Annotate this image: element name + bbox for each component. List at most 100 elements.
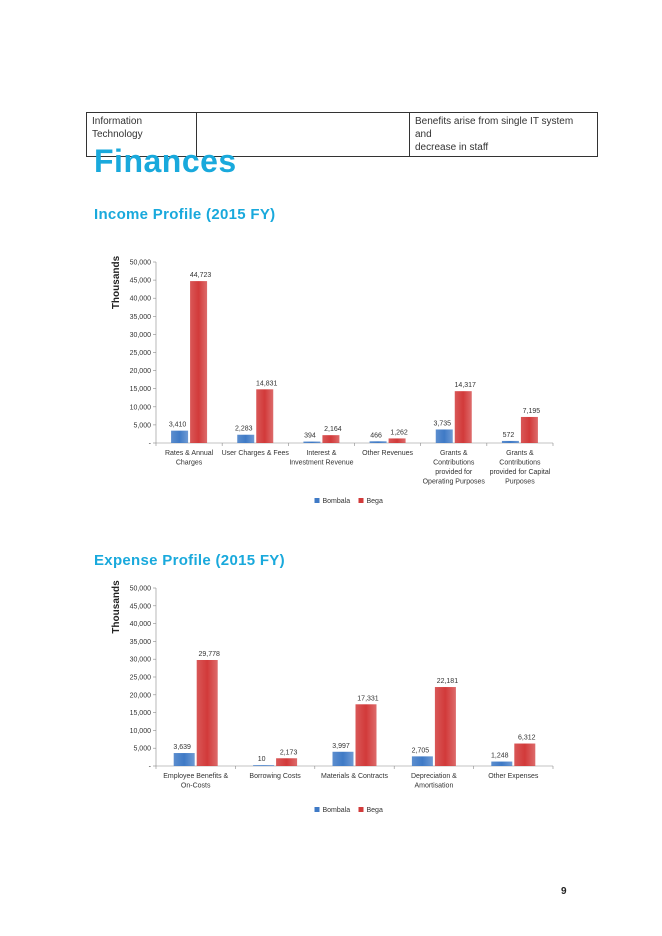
category-label: Grants & [506,450,534,457]
bar-bombala [332,751,354,766]
legend-label-bombala: Bombala [323,807,351,814]
y-tick-label: 35,000 [130,314,152,321]
data-label: 2,705 [412,747,430,754]
bar-bega [514,743,536,766]
bar-bega [454,391,472,443]
y-tick-label: - [149,764,152,771]
bar-bega [434,687,456,766]
legend-swatch-bega [358,807,364,812]
bar-bega [256,389,274,443]
y-axis-title: Thousands [111,255,122,309]
bar-bombala [501,440,519,443]
table-cell-category: Information Technology [86,112,197,157]
data-label: 2,173 [280,749,298,756]
category-label: Purposes [505,479,535,486]
category-label: Operating Purposes [423,479,486,486]
category-text: Information Technology [92,116,143,140]
bar-bombala [369,441,387,443]
data-label: 2,164 [324,426,342,433]
bar-bega [355,704,377,766]
y-tick-label: 15,000 [130,710,152,717]
legend-label-bega: Bega [367,498,383,505]
y-tick-label: 30,000 [130,332,152,339]
category-label: Contributions [433,460,475,467]
category-label: Contributions [499,460,541,467]
bar-bombala [253,765,275,766]
y-tick-label: 35,000 [130,639,152,646]
table-cell-benefits: Benefits arise from single IT system and… [409,112,598,157]
data-label: 22,181 [437,678,459,685]
category-label: Other Expenses [488,773,539,780]
data-label: 17,331 [357,695,379,702]
data-label: 10 [258,756,266,763]
data-label: 14,317 [455,382,477,389]
legend-swatch-bombala [314,498,320,503]
data-label: 1,248 [491,753,509,760]
legend-label-bombala: Bombala [323,498,351,505]
bar-bombala [171,430,189,443]
bar-bega [196,659,218,766]
bar-bombala [173,753,195,766]
category-label: provided for [435,469,473,476]
data-label: 572 [503,432,515,439]
data-label: 3,997 [332,743,350,750]
data-label: 7,195 [523,408,541,415]
data-label: 394 [304,433,316,440]
bar-bega [276,758,298,766]
category-label: User Charges & Fees [222,450,290,457]
bar-bombala [491,761,513,766]
bar-bega [520,416,538,443]
legend-swatch-bombala [314,807,320,812]
data-label: 44,723 [190,272,212,279]
y-tick-label: 45,000 [130,603,152,610]
y-tick-label: - [149,441,152,448]
y-tick-label: 10,000 [130,728,152,735]
y-tick-label: 20,000 [130,368,152,375]
y-tick-label: 5,000 [133,746,151,753]
y-tick-label: 25,000 [130,675,152,682]
expense-profile-heading: Expense Profile (2015 FY) [94,552,285,569]
income-profile-heading: Income Profile (2015 FY) [94,206,276,223]
bar-bombala [237,434,255,443]
y-tick-label: 20,000 [130,692,152,699]
bar-bega [388,438,406,443]
y-tick-label: 40,000 [130,621,152,628]
expense-profile-chart: - 5,000 10,000 15,000 20,000 25,000 30,000 35,0… [111,580,554,814]
page-heading: Finances [94,143,237,179]
data-label: 29,778 [198,651,220,658]
data-label: 14,831 [256,380,278,387]
y-tick-label: 50,000 [130,260,152,267]
y-tick-label: 5,000 [133,422,151,429]
data-label: 466 [370,432,382,439]
category-label: Rates & Annual [165,450,214,457]
category-label: Grants & [440,450,468,457]
category-label: Employee Benefits & [163,773,228,780]
bar-bega [190,281,208,443]
y-tick-label: 45,000 [130,278,152,285]
y-axis-title: Thousands [111,580,122,634]
category-label: Investment Revenue [289,460,353,467]
y-tick-label: 10,000 [130,404,152,411]
bar-bombala [435,429,453,443]
y-tick-label: 40,000 [130,296,152,303]
data-label: 2,283 [235,426,253,433]
data-label: 1,262 [390,429,408,436]
category-label: provided for Capital [490,469,551,476]
table-cell-empty [196,112,410,157]
y-tick-label: 25,000 [130,350,152,357]
page-number: 9 [561,886,567,897]
category-label: On-Costs [181,783,211,790]
data-label: 3,410 [169,422,187,429]
y-tick-label: 50,000 [130,586,152,593]
y-tick-label: 30,000 [130,657,152,664]
data-label: 3,735 [433,420,451,427]
category-label: Charges [176,460,203,467]
income-profile-chart: - 5,000 10,000 15,000 20,000 25,000 30,000 35,0… [111,255,554,505]
category-label: Materials & Contracts [321,773,388,780]
category-label: Other Revenues [362,450,413,457]
legend-label-bega: Bega [367,807,383,814]
y-tick-label: 15,000 [130,386,152,393]
category-label: Amortisation [414,783,453,790]
category-label: Interest & [306,450,336,457]
legend-swatch-bega [358,498,364,503]
